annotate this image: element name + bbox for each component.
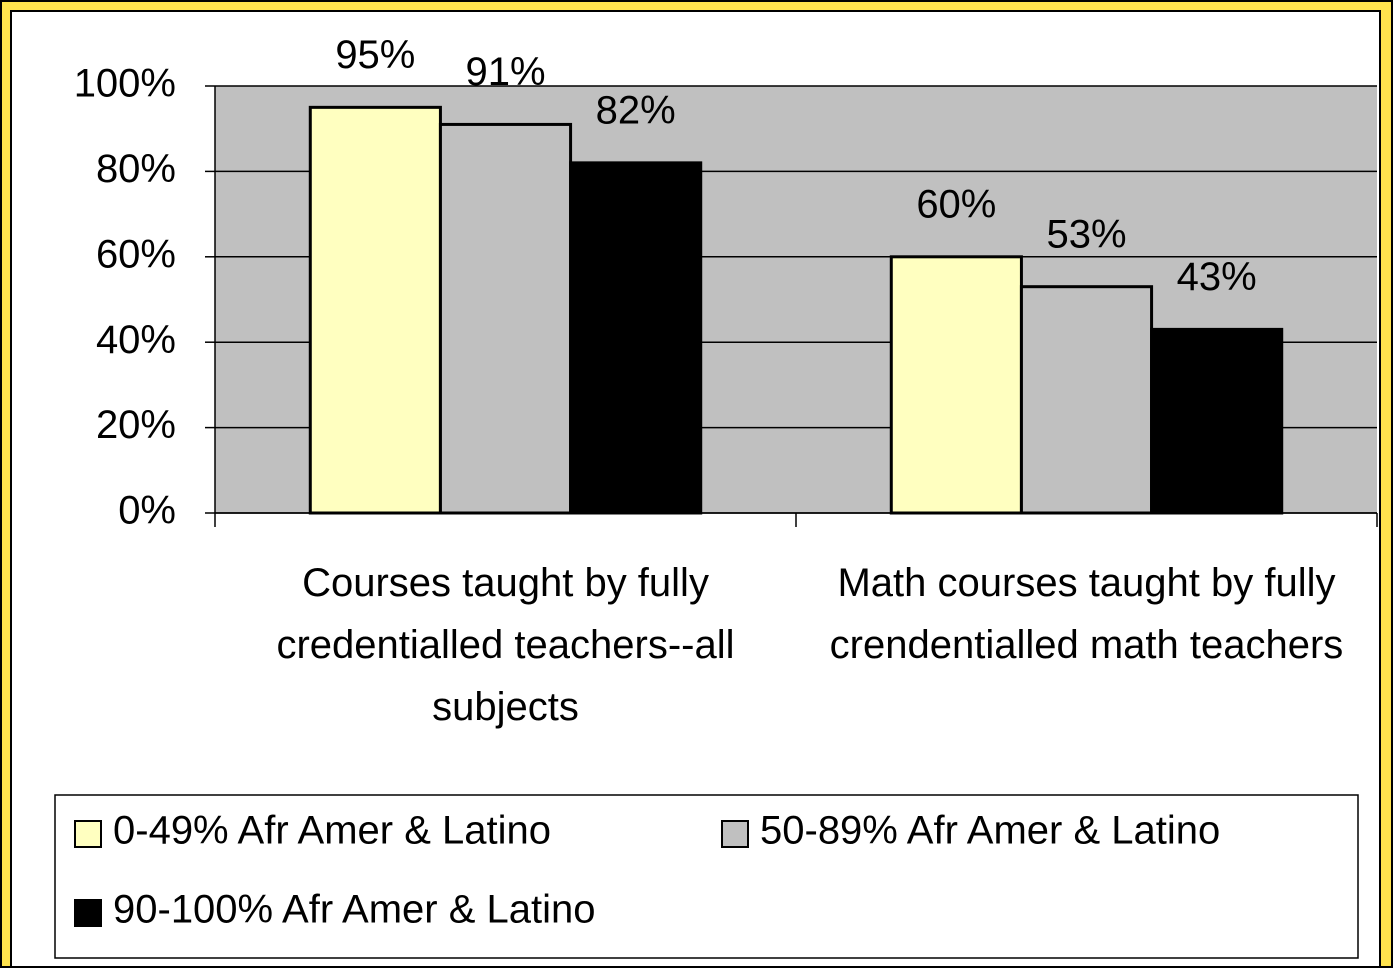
- legend-label: 90-100% Afr Amer & Latino: [113, 888, 596, 932]
- value-label: 82%: [596, 88, 676, 132]
- value-label: 60%: [916, 182, 996, 226]
- x-tick-label: Courses taught by fully credentialled te…: [276, 561, 735, 729]
- value-label: 43%: [1177, 255, 1257, 299]
- y-tick-label: 20%: [96, 403, 176, 447]
- bar: [569, 161, 703, 515]
- legend-swatch: [74, 899, 102, 927]
- legend-label: 50-89% Afr Amer & Latino: [760, 809, 1220, 853]
- value-label: 91%: [465, 50, 545, 94]
- legend-label: 0-49% Afr Amer & Latino: [113, 809, 551, 853]
- bar: [889, 255, 1023, 515]
- bar: [308, 105, 442, 515]
- y-tick-label: 80%: [96, 147, 176, 191]
- legend: [54, 794, 1359, 959]
- bar: [1019, 285, 1154, 515]
- legend-swatch: [721, 820, 749, 848]
- y-tick-label: 40%: [96, 318, 176, 362]
- bar: [1150, 327, 1284, 515]
- value-label: 53%: [1046, 212, 1126, 256]
- y-tick-label: 0%: [118, 489, 176, 533]
- legend-swatch: [74, 820, 102, 848]
- y-tick-label: 60%: [96, 232, 176, 276]
- y-tick-label: 100%: [74, 62, 176, 106]
- x-tick-label: Math courses taught by fully crendential…: [829, 561, 1344, 667]
- value-label: 95%: [335, 33, 415, 77]
- bar: [438, 122, 573, 515]
